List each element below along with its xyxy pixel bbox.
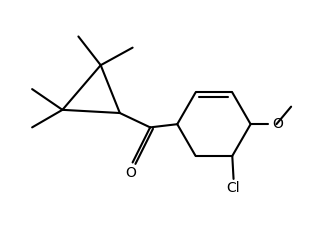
Text: Cl: Cl: [227, 181, 240, 195]
Text: O: O: [272, 117, 283, 131]
Text: O: O: [126, 166, 137, 180]
